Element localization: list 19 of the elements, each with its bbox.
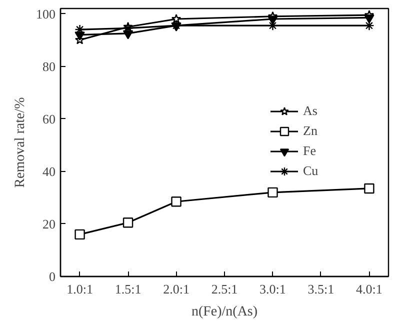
y-tick-label: 100 bbox=[36, 6, 56, 22]
y-tick-label: 20 bbox=[42, 216, 56, 232]
legend-label: Cu bbox=[303, 163, 320, 179]
y-axis-title: Removal rate/% bbox=[13, 96, 28, 188]
legend-label: Zn bbox=[303, 123, 318, 139]
x-tick-label: 4.0:1 bbox=[356, 282, 382, 296]
y-tick-label: 80 bbox=[42, 58, 56, 74]
x-tick-label: 2.5:1 bbox=[211, 282, 238, 296]
y-tick-label: 0 bbox=[49, 269, 56, 284]
legend-label: Fe bbox=[303, 143, 317, 159]
x-tick-label: 1.5:1 bbox=[114, 282, 142, 296]
x-axis-title: n(Fe)/n(As) bbox=[191, 304, 258, 320]
y-tick-label: 60 bbox=[42, 111, 56, 126]
x-tick-label: 3.0:1 bbox=[260, 282, 286, 296]
x-tick-label: 3.5:1 bbox=[308, 282, 334, 296]
x-tick-label: 2.0:1 bbox=[163, 282, 190, 296]
legend-label: As bbox=[303, 103, 318, 119]
y-tick-label: 40 bbox=[42, 164, 56, 179]
x-tick-label: 1.0:1 bbox=[66, 282, 93, 296]
